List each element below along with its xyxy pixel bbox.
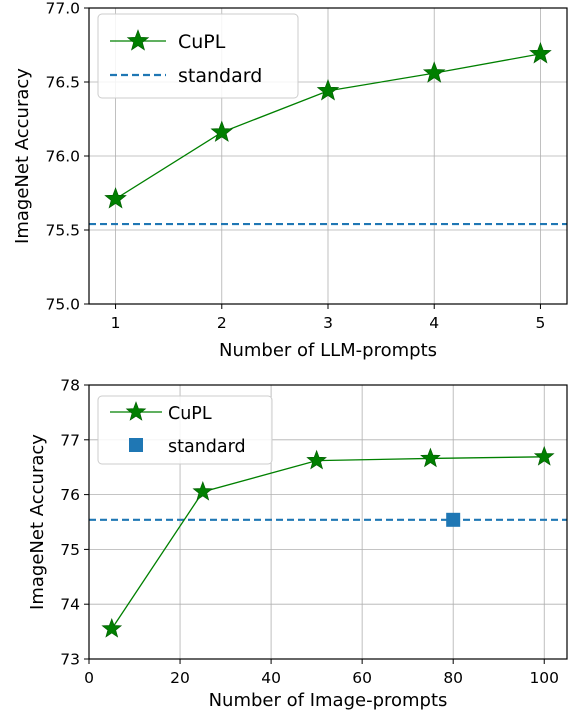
y-tick-label: 77 xyxy=(60,431,80,449)
data-lines xyxy=(89,457,567,629)
x-tick-label: 80 xyxy=(443,669,463,687)
legend-square-icon xyxy=(129,438,143,452)
cupl-star-point xyxy=(102,619,121,637)
x-tick-label: 0 xyxy=(84,669,94,687)
x-tick-label: 40 xyxy=(261,669,281,687)
cupl-line xyxy=(112,457,544,629)
y-tick-label: 75.0 xyxy=(45,296,80,314)
y-tick-label: 76.0 xyxy=(45,148,80,166)
x-axis-label: Number of Image-prompts xyxy=(209,690,448,711)
y-tick-label: 76.5 xyxy=(45,74,80,92)
x-tick-label: 3 xyxy=(323,314,333,332)
standard-square-point xyxy=(446,513,460,527)
x-axis-label: Number of LLM-prompts xyxy=(219,340,437,361)
x-tick-label: 4 xyxy=(429,314,439,332)
cupl-star-point xyxy=(421,448,440,466)
x-tick-label: 60 xyxy=(352,669,372,687)
legend-cupl-label: CuPL xyxy=(178,31,226,53)
y-tick-label: 75 xyxy=(60,541,80,559)
y-tick-label: 78 xyxy=(60,377,80,395)
y-axis-label: ImageNet Accuracy xyxy=(12,68,33,244)
legend-cupl-label: CuPL xyxy=(168,404,212,424)
y-tick-label: 76 xyxy=(60,486,80,504)
legend: CuPL standard xyxy=(98,14,298,98)
legend-standard-label: standard xyxy=(168,437,246,457)
y-axis-label: ImageNet Accuracy xyxy=(27,434,48,610)
y-tick-label: 73 xyxy=(60,651,80,669)
chart-llm-prompts: 1 2 3 4 5 75.0 75.5 76.0 76.5 77.0 Number of LLM-… xyxy=(12,0,567,361)
x-tick-label: 1 xyxy=(111,314,121,332)
chart-image-prompts: 0 20 40 60 80 100 73 74 75 76 77 78 Number of Image… xyxy=(27,377,567,712)
legend-standard-label: standard xyxy=(178,65,262,87)
x-tick-label: 5 xyxy=(536,314,546,332)
y-tick-label: 75.5 xyxy=(45,222,80,240)
x-tick-label: 2 xyxy=(217,314,227,332)
y-tick-label: 77.0 xyxy=(45,0,80,18)
x-tick-label: 20 xyxy=(170,669,190,687)
cupl-star-point xyxy=(193,482,212,500)
legend: CuPL standard xyxy=(98,396,272,464)
y-tick-label: 74 xyxy=(60,596,80,614)
x-tick-label: 100 xyxy=(529,669,559,687)
cupl-star-point xyxy=(307,451,326,469)
